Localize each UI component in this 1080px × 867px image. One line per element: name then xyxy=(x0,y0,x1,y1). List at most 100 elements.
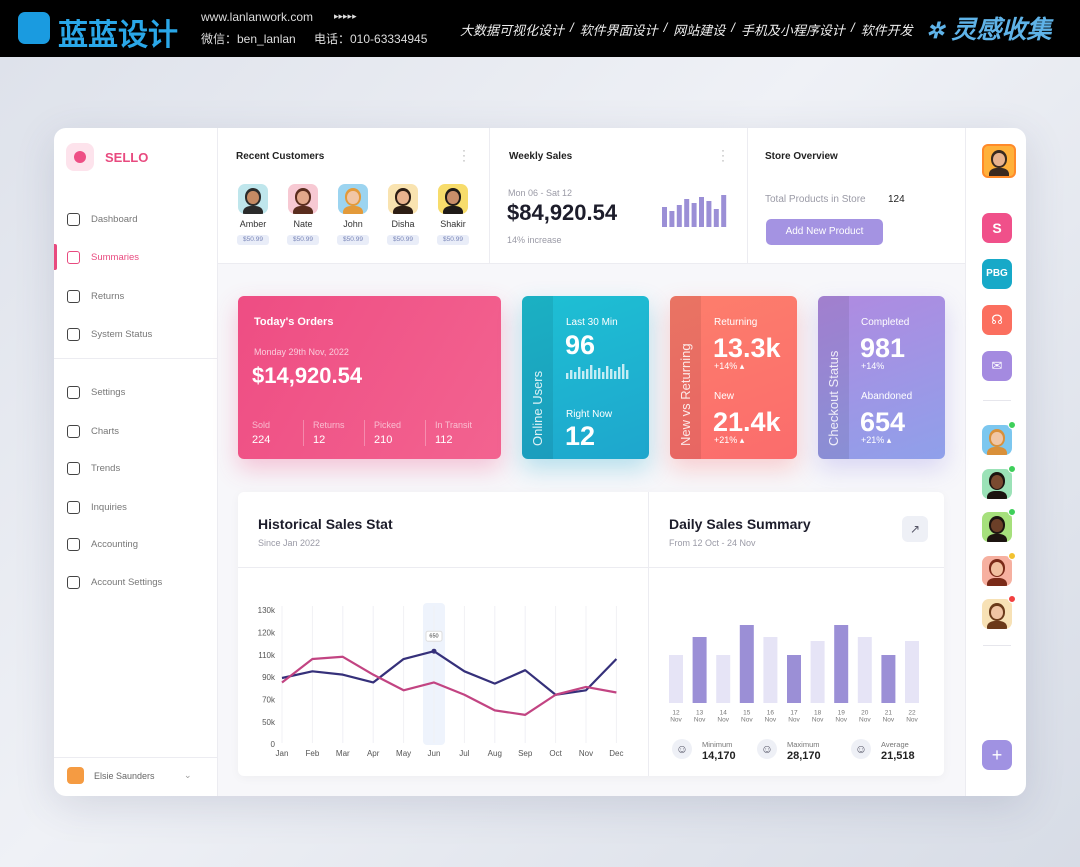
avatar-body xyxy=(987,621,1007,629)
more-menu[interactable]: · · · xyxy=(462,143,466,167)
nav-item[interactable]: Trends xyxy=(91,463,121,474)
avatar-face xyxy=(991,562,1003,576)
nav-item[interactable]: Settings xyxy=(91,387,126,398)
bar xyxy=(857,637,872,703)
app-icon[interactable]: PBG xyxy=(982,259,1012,289)
add-button[interactable]: + xyxy=(982,740,1012,770)
weekly-bar xyxy=(721,195,727,227)
avatar xyxy=(388,184,418,214)
nav-item[interactable]: System Status xyxy=(91,329,153,340)
card-title: Today's Orders xyxy=(254,316,334,328)
divider xyxy=(238,567,944,568)
divider xyxy=(983,400,1011,401)
x-tick-label: 22 xyxy=(908,710,916,717)
nav-item[interactable]: Returns xyxy=(91,291,125,302)
nav-item[interactable]: Dashboard xyxy=(91,214,138,225)
nav-item[interactable]: Summaries xyxy=(91,252,140,263)
service: 软件界面设计 xyxy=(579,23,658,38)
spark-bar xyxy=(626,370,629,379)
x-tick-label: Nov xyxy=(741,717,753,724)
arrows: ▸▸▸▸▸ xyxy=(334,11,357,21)
bar xyxy=(905,641,919,703)
avatar-face xyxy=(397,190,409,205)
label: New xyxy=(714,391,735,402)
avatar-face xyxy=(347,190,359,205)
app-icon[interactable]: S xyxy=(982,213,1012,243)
weekly-bar xyxy=(684,199,690,227)
divider xyxy=(54,358,217,359)
stat-value: 112 xyxy=(435,434,453,446)
more-menu[interactable]: · · · xyxy=(721,143,725,167)
orders-total: $14,920.54 xyxy=(252,363,363,388)
x-tick-label: 12 xyxy=(672,710,680,717)
x-tick-label: Nov xyxy=(717,717,729,724)
x-tick-label: Nov xyxy=(883,717,895,724)
brand-icon: ✲ xyxy=(926,18,945,43)
nav-icon xyxy=(67,538,80,551)
value: 654 xyxy=(860,407,906,437)
panel-title: Weekly Sales xyxy=(509,151,573,162)
app-icon[interactable]: ✉ xyxy=(982,351,1012,381)
bar xyxy=(692,637,707,703)
x-tick-label: Oct xyxy=(549,749,562,758)
user-name[interactable]: Elsie Saunders xyxy=(94,771,155,781)
separator: / xyxy=(663,20,668,35)
nav-icon xyxy=(67,425,80,438)
services: 大数据可视化设计 / 软件界面设计 / 网站建设 / 手机及小程序设计 / 软件开发 xyxy=(460,20,913,39)
label: Abandoned xyxy=(861,391,913,402)
tooltip-label: 650 xyxy=(429,634,438,640)
avatar-face xyxy=(447,190,459,205)
nav-icon xyxy=(67,328,80,341)
x-tick-label: Feb xyxy=(306,749,320,758)
avatar xyxy=(982,555,1012,586)
divider xyxy=(965,128,966,796)
chart-title: Daily Sales Summary xyxy=(669,516,811,532)
orders-card: Today's Orders Monday 29th Nov, 2022 $14… xyxy=(238,296,501,459)
bar xyxy=(739,625,754,703)
customer-name: Nate xyxy=(293,219,313,229)
stat-label: Picked xyxy=(374,420,402,430)
separator: / xyxy=(570,20,574,35)
avatar-body xyxy=(987,577,1007,586)
avatar-face xyxy=(991,518,1003,533)
active-indicator xyxy=(54,244,57,270)
stat-value: 21,518 xyxy=(881,750,915,762)
divider xyxy=(218,263,965,264)
nav-icon xyxy=(67,386,80,399)
chart-subtitle: Since Jan 2022 xyxy=(258,538,321,548)
nav-item[interactable]: Accounting xyxy=(91,539,139,550)
customer-amount: $50.99 xyxy=(287,235,319,245)
nav-icon xyxy=(67,290,80,303)
nav-item[interactable]: Account Settings xyxy=(91,577,163,588)
x-tick-label: Sep xyxy=(518,749,533,758)
avatar-body xyxy=(987,534,1007,542)
value: 13.3k xyxy=(713,333,781,363)
x-tick-label: Jul xyxy=(459,749,469,758)
spark-bar xyxy=(618,367,621,379)
online-card: Online Users Last 30 Min 96 Right Now 12 xyxy=(522,296,649,459)
avatar-body xyxy=(293,206,313,214)
sales-panel xyxy=(238,492,944,776)
x-tick-label: Nov xyxy=(906,717,918,724)
weekly-bar xyxy=(706,201,712,227)
range: Mon 06 - Sat 12 xyxy=(508,188,573,198)
url: www.lanlanwork.com xyxy=(201,10,314,24)
status-dot xyxy=(1008,551,1016,560)
change: +14% ▴ xyxy=(714,361,745,371)
x-tick-label: Jan xyxy=(276,749,289,758)
avatar xyxy=(288,184,318,214)
weekly-total: $84,920.54 xyxy=(507,200,618,225)
add-product-button[interactable]: Add New Product xyxy=(766,219,883,245)
sidebar-logo xyxy=(66,143,94,171)
avatar-body xyxy=(393,206,413,214)
nav-item[interactable]: Inquiries xyxy=(91,502,127,513)
app-icon[interactable]: ☊ xyxy=(982,305,1012,335)
nav-item[interactable]: Charts xyxy=(91,426,119,437)
bar xyxy=(810,641,825,703)
chevron[interactable]: ⌄ xyxy=(184,770,192,780)
avatar xyxy=(982,599,1012,629)
logo-icon xyxy=(18,12,50,44)
chart-options-button[interactable]: ↗ xyxy=(902,516,928,542)
spark-bar xyxy=(598,368,601,379)
